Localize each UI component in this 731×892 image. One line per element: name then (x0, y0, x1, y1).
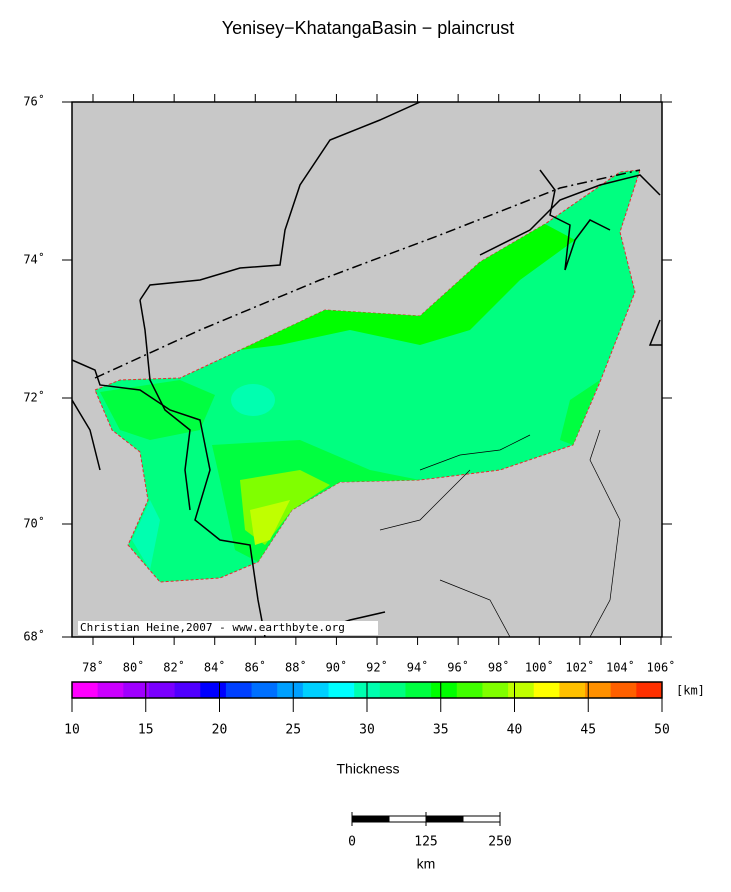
map: Christian Heine,2007 - www.earthbyte.org… (23, 94, 675, 675)
color-swatch (251, 682, 278, 698)
river (379, 429, 621, 637)
colorbar: 10 15 20 25 30 35 40 45 50 (64, 681, 670, 738)
lon-label: 98˚ (488, 660, 510, 675)
credit: Christian Heine,2007 - www.earthbyte.org (80, 621, 345, 634)
scale-unit: km (417, 856, 436, 872)
colorbar-label: Thickness (336, 761, 399, 777)
title: Yenisey−KhatangaBasin − plaincrust (222, 18, 515, 38)
colorbar-tick-label: 50 (654, 723, 670, 738)
colorbar-unit: [km] (676, 684, 705, 698)
color-swatch (302, 682, 330, 698)
scale-tick-label: 125 (414, 835, 437, 850)
color-swatch (97, 682, 124, 698)
color-swatch (277, 682, 304, 698)
lat-label: 68˚ (23, 629, 45, 644)
colorbar-tick-label: 25 (285, 723, 301, 738)
colorbar-tick-label: 45 (580, 723, 596, 738)
color-swatch (431, 682, 458, 698)
lon-label: 92˚ (366, 660, 388, 675)
lat-label: 70˚ (23, 516, 45, 531)
lon-label: 90˚ (326, 660, 348, 675)
lon-label: 94˚ (407, 660, 429, 675)
colorbar-tick-label: 10 (64, 723, 80, 738)
color-swatch (610, 682, 637, 698)
lon-label: 84˚ (204, 660, 226, 675)
zone (240, 224, 575, 350)
lat-label: 76˚ (23, 94, 45, 109)
color-swatch (174, 682, 201, 698)
scale-bar: 0 125 250 (348, 812, 512, 850)
lon-label: 102˚ (565, 660, 594, 675)
colorbar-tick-label: 40 (507, 723, 523, 738)
color-swatch (379, 682, 406, 698)
lon-label: 96˚ (447, 660, 469, 675)
color-swatch (482, 682, 509, 698)
color-swatch (508, 682, 535, 698)
color-swatch (148, 682, 176, 698)
lon-label: 104˚ (606, 660, 635, 675)
color-swatch (636, 682, 663, 698)
color-swatch (328, 682, 355, 698)
colorbar-tick-label: 35 (433, 723, 449, 738)
profile-line (94, 169, 641, 379)
color-swatch (585, 682, 612, 698)
credit-box (78, 621, 378, 635)
zone (231, 384, 275, 416)
color-swatch (533, 682, 560, 698)
colorbar-tick-label: 20 (212, 723, 228, 738)
zone (250, 500, 290, 545)
scale-segment (425, 815, 464, 823)
color-swatch (200, 682, 227, 698)
scale-tick-label: 250 (488, 835, 511, 850)
zone (132, 500, 160, 570)
colorbar-tick-label: 30 (359, 723, 375, 738)
lon-label: 80˚ (123, 660, 145, 675)
colorbar-tick-label: 15 (138, 723, 154, 738)
lon-label: 106˚ (647, 660, 676, 675)
scale-segment (351, 815, 390, 823)
color-swatch (225, 682, 253, 698)
zone (560, 380, 600, 445)
color-swatch (123, 682, 150, 698)
scale-tick-label: 0 (348, 835, 356, 850)
lon-label: 86˚ (244, 660, 266, 675)
lon-label: 88˚ (285, 660, 307, 675)
scale-segment (388, 815, 427, 823)
color-swatch (405, 682, 432, 698)
lon-label: 82˚ (163, 660, 185, 675)
scale-segment (462, 815, 501, 823)
lat-label: 74˚ (23, 252, 45, 267)
color-swatch (456, 682, 483, 698)
lon-label: 100˚ (525, 660, 554, 675)
lat-label: 72˚ (23, 390, 45, 405)
zone (100, 380, 215, 440)
color-swatch (559, 682, 586, 698)
basin: Christian Heine,2007 - www.earthbyte.org (72, 102, 662, 637)
color-swatch (72, 682, 99, 698)
lon-label: 78˚ (82, 660, 104, 675)
